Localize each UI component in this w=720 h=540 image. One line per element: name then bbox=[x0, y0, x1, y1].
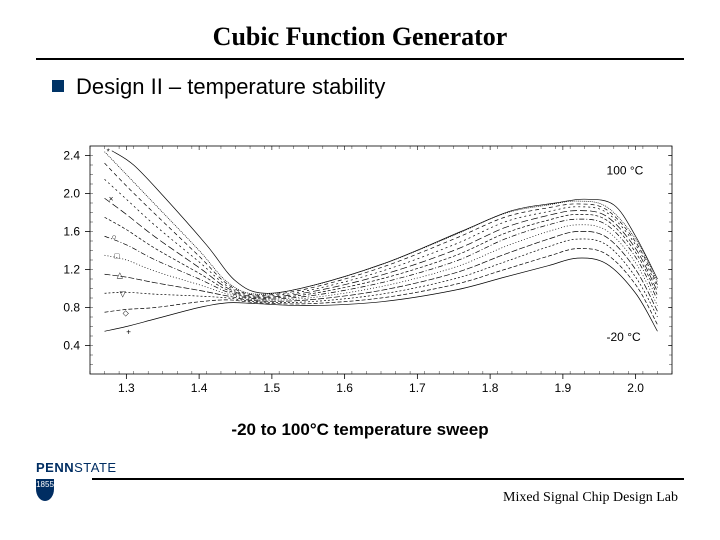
logo-line2: STATE bbox=[74, 460, 116, 475]
logo-shield-icon: 1855 bbox=[36, 479, 54, 501]
svg-text:1.5: 1.5 bbox=[264, 381, 281, 395]
svg-text:1.4: 1.4 bbox=[191, 381, 208, 395]
footer-divider bbox=[92, 478, 684, 480]
logo-line1: PENN bbox=[36, 460, 74, 475]
slide-title: Cubic Function Generator bbox=[0, 0, 720, 58]
pennstate-logo: PENNSTATE 1855 bbox=[36, 460, 117, 501]
svg-text:2.0: 2.0 bbox=[627, 381, 644, 395]
svg-text:×: × bbox=[109, 194, 114, 203]
svg-text:○: ○ bbox=[112, 232, 117, 241]
svg-text:△: △ bbox=[117, 270, 124, 279]
svg-text:+: + bbox=[126, 327, 131, 336]
svg-text:100 °C: 100 °C bbox=[607, 164, 644, 178]
svg-text:0.4: 0.4 bbox=[63, 339, 80, 353]
svg-text:□: □ bbox=[114, 251, 119, 260]
svg-text:1.2: 1.2 bbox=[63, 263, 80, 277]
svg-text:1.7: 1.7 bbox=[409, 381, 426, 395]
svg-text:2.4: 2.4 bbox=[63, 149, 80, 163]
svg-text:1.3: 1.3 bbox=[118, 381, 135, 395]
svg-text:*: * bbox=[107, 148, 110, 157]
title-divider bbox=[36, 58, 684, 60]
temperature-sweep-chart: 2.4 1.6 1.2 0.8 0.4 2.0 1.3 1.4 1.5 1.6 1.7 1.8 1.9 2… bbox=[36, 140, 684, 400]
bullet-item: Design II – temperature stability bbox=[52, 74, 720, 100]
svg-text:-20 °C: -20 °C bbox=[607, 330, 641, 344]
svg-text:▽: ▽ bbox=[120, 289, 127, 298]
svg-text:0.8: 0.8 bbox=[63, 301, 80, 315]
svg-text:1.6: 1.6 bbox=[63, 225, 80, 239]
svg-text:2.0: 2.0 bbox=[63, 187, 80, 201]
bullet-text: Design II – temperature stability bbox=[76, 74, 385, 100]
svg-text:1.6: 1.6 bbox=[336, 381, 353, 395]
bullet-icon bbox=[52, 80, 64, 92]
svg-text:1.9: 1.9 bbox=[555, 381, 572, 395]
chart-caption: -20 to 100°C temperature sweep bbox=[0, 420, 720, 440]
svg-text:◇: ◇ bbox=[123, 308, 130, 317]
footer-lab-name: Mixed Signal Chip Design Lab bbox=[503, 490, 678, 506]
svg-text:1.8: 1.8 bbox=[482, 381, 499, 395]
